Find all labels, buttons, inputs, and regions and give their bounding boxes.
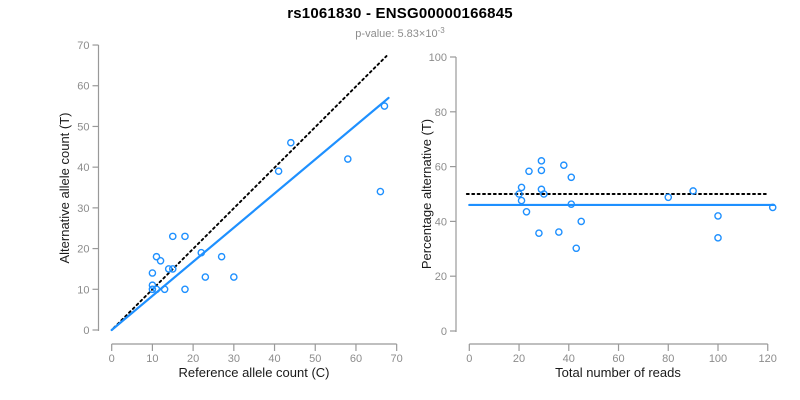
data-point [572,244,581,253]
data-point [517,196,526,205]
data-point [148,281,157,290]
data-point [522,208,531,216]
y-tick-label: 100 [429,52,447,64]
y-tick-label: 60 [435,162,447,174]
y-tick-label: 50 [77,121,89,133]
data-point [567,200,576,208]
data-point [160,285,169,294]
data-point [689,187,697,195]
y-tick-label: 10 [77,284,89,296]
x-tick-label: 70 [391,353,403,365]
data-point [380,102,389,110]
y-tick-label: 20 [435,271,447,283]
x-tick-label: 20 [513,353,525,365]
data-point [555,228,563,236]
x-tick-label: 80 [662,353,674,365]
pvalue-exponent: -3 [437,26,445,35]
data-point [535,229,543,237]
data-point [148,285,157,294]
x-tick-label: 20 [187,353,199,365]
data-point [560,161,568,170]
y-axis-label-left: Alternative allele count (T) [57,112,72,264]
y-tick-label: 0 [83,325,89,337]
y-tick-label: 80 [435,107,447,119]
data-point [714,212,722,220]
data-point [156,256,165,265]
data-point [181,285,189,294]
data-point [714,234,722,242]
page-title: rs1061830 - ENSG00000166845 [287,5,513,22]
y-axis-label-right: Percentage alternative (T) [419,118,434,270]
data-point [148,269,157,277]
x-axis-label-right: Total number of reads [555,365,681,380]
x-tick-label: 50 [309,353,321,365]
data-point [274,167,283,176]
y-tick-label: 60 [77,81,89,93]
data-point [577,217,586,226]
identity-line [112,55,388,329]
data-point [525,167,533,176]
x-tick-label: 0 [109,353,115,365]
x-tick-label: 0 [466,353,472,365]
data-point [540,190,548,198]
y-tick-label: 30 [77,203,89,215]
data-point [664,193,673,202]
pvalue-text: p-value: 5.83×10 [355,28,438,40]
data-point [230,273,238,281]
data-point [287,138,295,147]
data-point [168,232,177,241]
data-point [168,265,177,273]
x-tick-label: 10 [146,353,158,365]
data-point [217,252,226,261]
data-point [152,252,161,261]
data-point [164,265,173,273]
data-point [344,155,352,163]
x-tick-label: 60 [350,353,362,365]
fit-line [110,96,390,332]
y-tick-label: 70 [77,40,89,52]
data-point [768,203,777,212]
x-tick-label: 120 [759,353,777,365]
pvalue-subtitle: p-value: 5.83×10-3 [0,26,800,40]
data-point [376,187,385,196]
y-tick-label: 0 [441,326,447,338]
data-point [515,190,523,198]
data-point [567,173,576,182]
y-tick-label: 40 [77,162,89,174]
data-point [197,248,206,257]
data-point [537,166,546,175]
data-point [181,232,189,241]
y-tick-label: 40 [435,216,447,228]
x-axis-label-left: Reference allele count (C) [178,365,330,380]
data-point [517,183,526,192]
x-tick-label: 60 [612,353,624,365]
data-point [152,285,161,294]
x-tick-label: 100 [709,353,727,365]
x-tick-label: 40 [268,353,280,365]
y-tick-label: 20 [77,244,89,256]
x-tick-label: 40 [563,353,575,365]
data-point [537,157,546,165]
x-tick-label: 30 [228,353,240,365]
data-point [201,273,210,281]
